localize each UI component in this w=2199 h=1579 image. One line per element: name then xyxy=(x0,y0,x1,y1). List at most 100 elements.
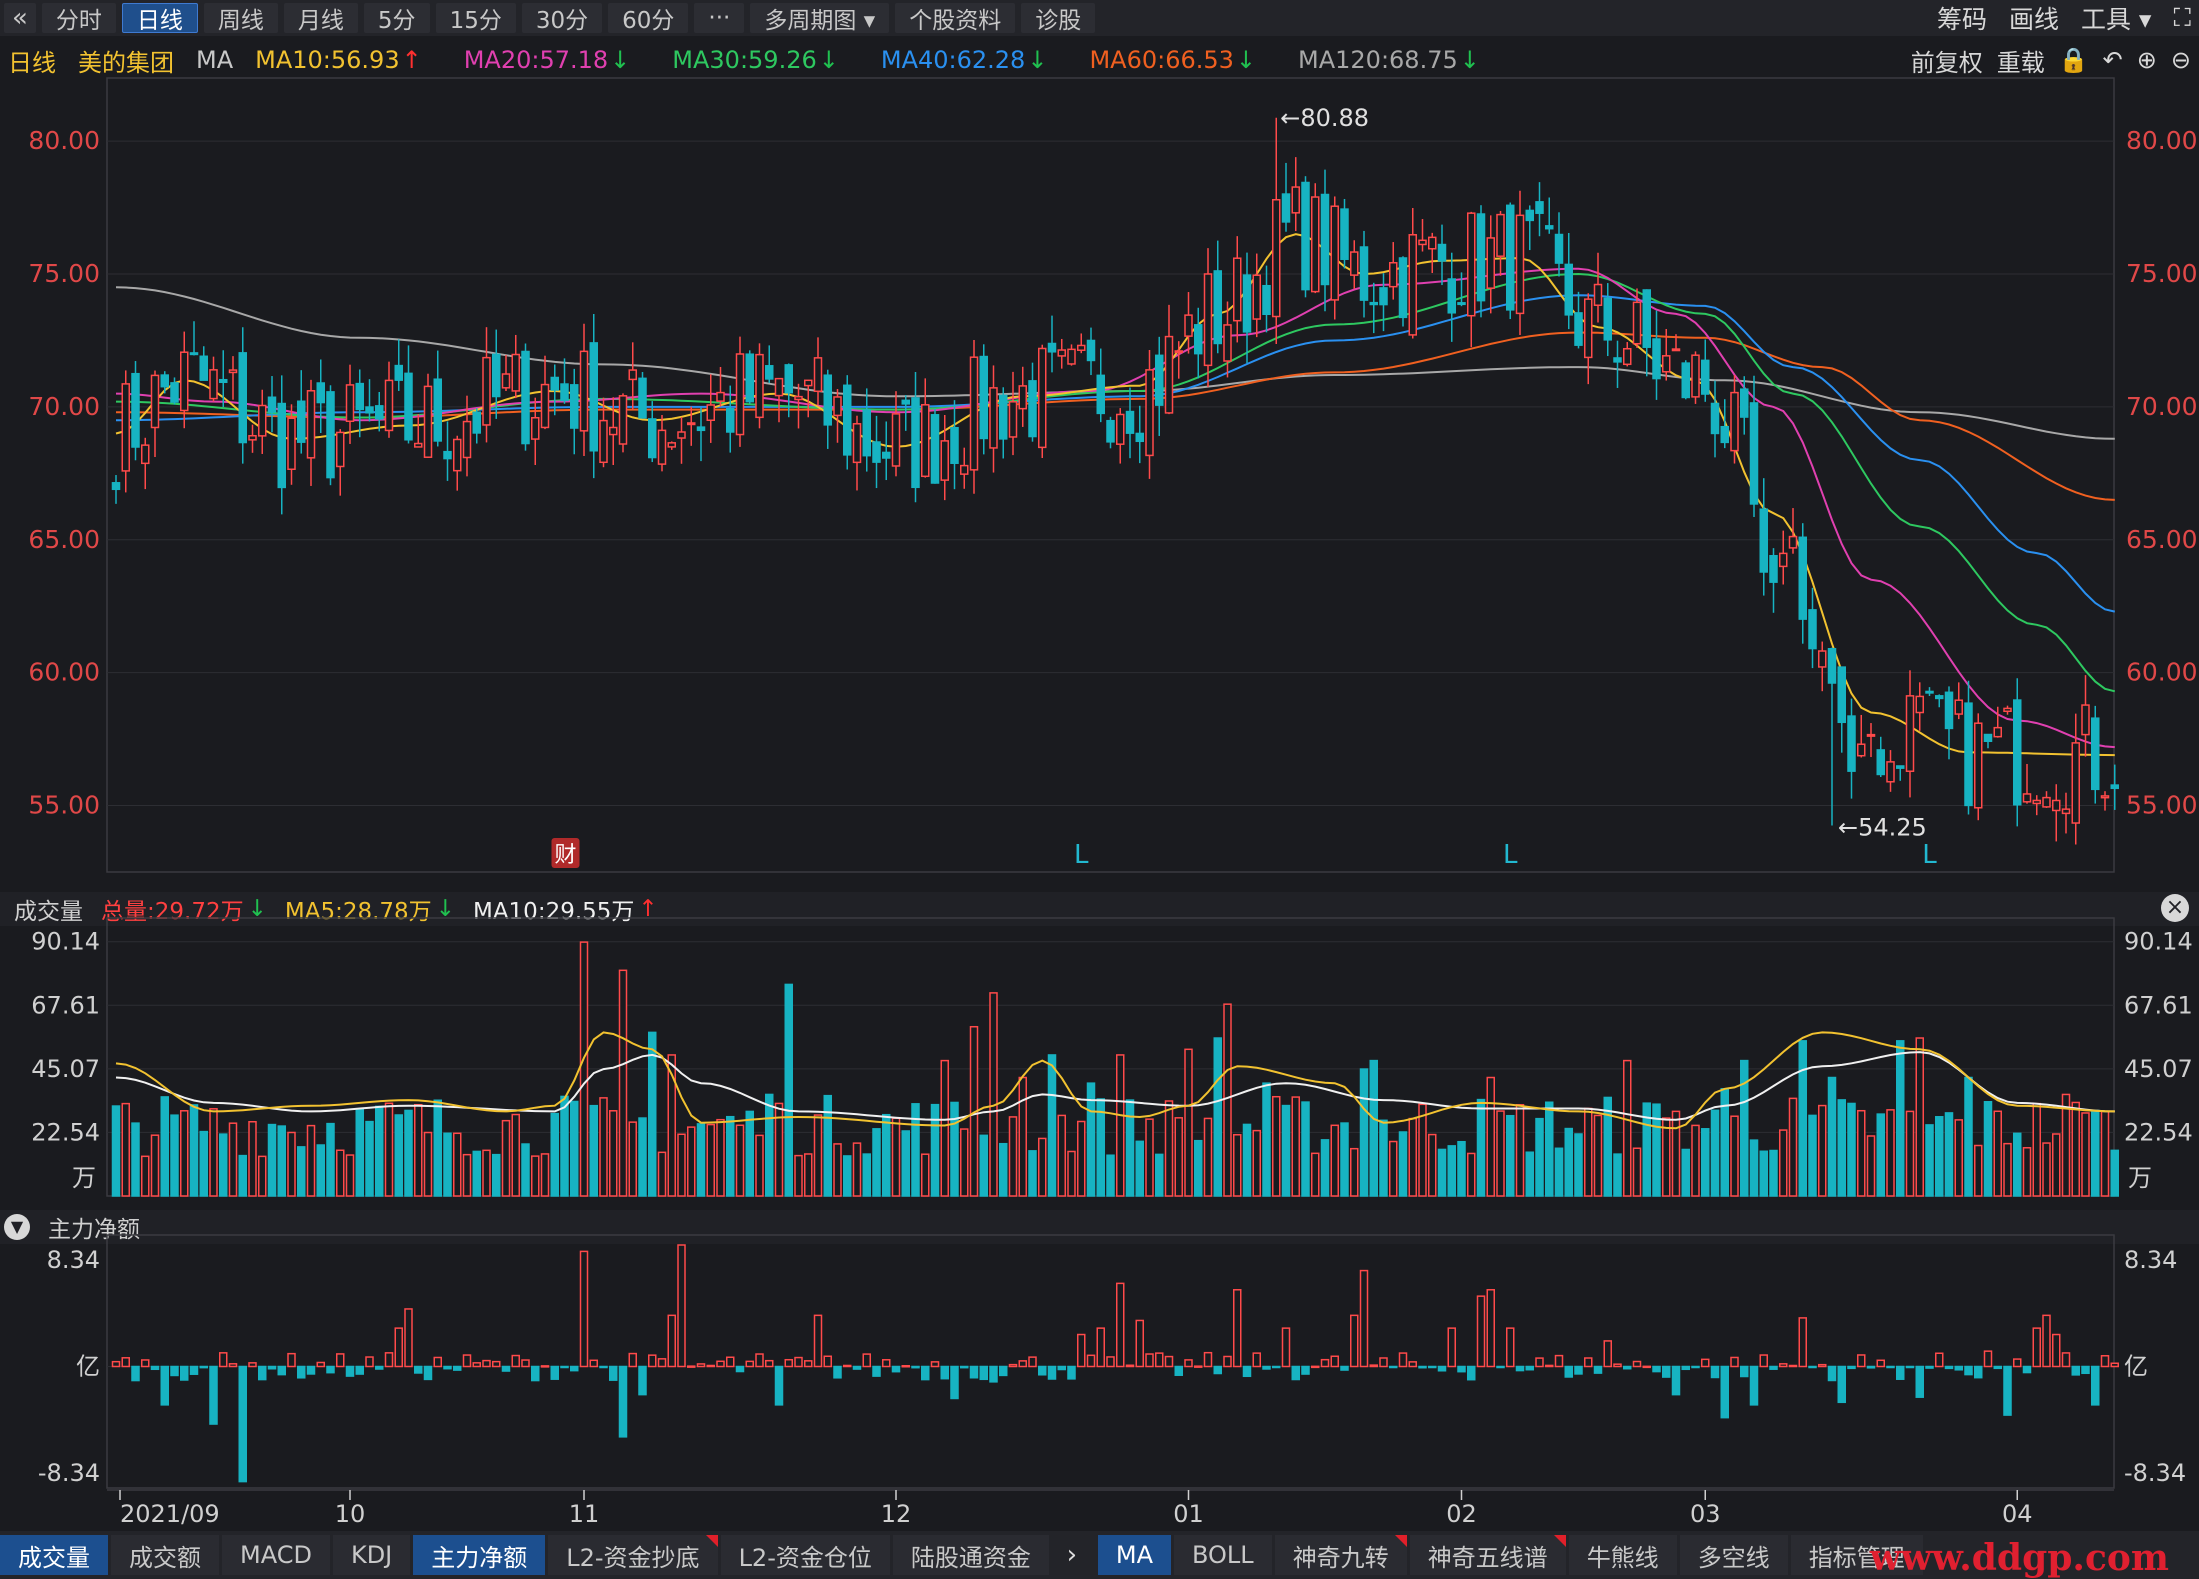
chart-control-0[interactable]: 前复权 xyxy=(1910,48,1983,77)
volume-bar xyxy=(765,1093,774,1197)
candle-body xyxy=(882,451,891,459)
period-tab-2[interactable]: 周线 xyxy=(203,3,278,34)
volume-tick-label-right: 45.07 xyxy=(2124,1055,2193,1083)
indicator-tab-tabs-right-1[interactable]: BOLL xyxy=(1174,1535,1272,1575)
volume-bar xyxy=(882,1113,891,1197)
back-icon[interactable]: « xyxy=(4,3,36,33)
close-icon[interactable]: × xyxy=(2161,894,2189,922)
volume-bar xyxy=(950,1101,959,1197)
period-tab-3[interactable]: 月线 xyxy=(283,3,358,34)
period-tab-10[interactable]: 个股资料 xyxy=(895,3,1016,34)
indicator-tab-tabs-left-2[interactable]: MACD xyxy=(222,1535,330,1575)
x-tick-label: 12 xyxy=(881,1500,912,1528)
volume-bar xyxy=(1428,1133,1437,1197)
volume-bar xyxy=(823,1094,832,1197)
signal-marker[interactable]: L xyxy=(1503,840,1518,870)
flow-bar xyxy=(677,1244,686,1368)
flow-bar xyxy=(1408,1361,1417,1368)
chart-control-3[interactable]: ↶ xyxy=(2102,46,2123,74)
flow-bar xyxy=(1320,1358,1330,1368)
chart-control-4[interactable]: ⊕ xyxy=(2136,46,2157,74)
flow-bar xyxy=(2100,1355,2110,1368)
candle-body xyxy=(2022,793,2032,803)
toolbar-tool-0[interactable]: 筹码 xyxy=(1936,5,1987,34)
flow-bar xyxy=(160,1365,169,1406)
indicator-tab-tabs-right-4[interactable]: 牛熊线 xyxy=(1568,1535,1677,1575)
period-tab-11[interactable]: 诊股 xyxy=(1021,3,1096,34)
candle-body xyxy=(784,364,793,394)
signal-marker[interactable]: L xyxy=(1074,840,1089,870)
chart-control-1[interactable]: 重载 xyxy=(1996,48,2045,77)
volume-bar xyxy=(1652,1103,1661,1197)
price-tick-label-right: 80.00 xyxy=(2126,126,2198,155)
flow-bar xyxy=(1057,1365,1066,1371)
collapse-icon[interactable]: ▼ xyxy=(4,1214,30,1240)
indicator-tab-tabs-left-4[interactable]: 主力净额 xyxy=(413,1535,546,1575)
period-tab-6[interactable]: 30分 xyxy=(521,3,603,34)
volume-bar xyxy=(433,1099,442,1197)
volume-bar xyxy=(589,1104,598,1197)
candle-body xyxy=(170,382,179,403)
volume-bar xyxy=(940,1059,949,1197)
indicator-tab-tabs-left-3[interactable]: KDJ xyxy=(332,1535,411,1575)
indicator-tab-tabs-left-7[interactable]: 陆股通资金 xyxy=(892,1535,1049,1575)
volume-bar xyxy=(1125,1099,1135,1197)
candle-body xyxy=(1691,354,1700,398)
indicator-tab-tabs-left-6[interactable]: L2-资金仓位 xyxy=(720,1535,890,1575)
period-tab-9[interactable]: 多周期图 ▾ xyxy=(750,3,890,34)
chart-control-2[interactable]: 🔒 xyxy=(2058,46,2089,74)
signal-marker[interactable]: L xyxy=(1922,840,1937,870)
volume-bar xyxy=(687,1126,696,1197)
toolbar-tool-1[interactable]: 画线 xyxy=(2008,5,2059,34)
volume-bar xyxy=(453,1132,462,1197)
period-tab-1[interactable]: 日线 xyxy=(121,3,198,34)
volume-bar xyxy=(1886,1109,1895,1197)
period-tab-7[interactable]: 60分 xyxy=(608,3,689,34)
candle-body xyxy=(891,413,901,467)
candle-body xyxy=(921,404,930,478)
candle-body xyxy=(1018,385,1027,410)
toolbar-tool-3[interactable]: ⛶ xyxy=(2173,3,2191,32)
period-tab-4[interactable]: 5分 xyxy=(363,3,430,34)
indicator-tab-tabs-right-6[interactable]: 指标管理 xyxy=(1790,1535,1923,1575)
candle-body xyxy=(1350,251,1359,276)
period-tab-5[interactable]: 15分 xyxy=(435,3,516,34)
volume-bar xyxy=(891,1117,901,1197)
volume-bar xyxy=(1818,1104,1827,1197)
flow-bar xyxy=(501,1365,511,1372)
indicator-tab-tabs-left-1[interactable]: 成交额 xyxy=(111,1535,219,1575)
indicator-tab-tabs-left-0[interactable]: 成交量 xyxy=(0,1535,108,1575)
indicator-tab-tabs-right-5[interactable]: 多空线 xyxy=(1679,1535,1788,1575)
up-arrow-icon: ↑ xyxy=(401,46,422,74)
flow-bar xyxy=(1574,1365,1583,1375)
indicator-tab-tabs-right-0[interactable]: MA xyxy=(1097,1535,1171,1575)
indicator-tab-tabs-left-5[interactable]: L2-资金抄底 xyxy=(548,1535,718,1575)
volume-bar xyxy=(1135,1140,1144,1197)
candle-body xyxy=(1720,425,1729,444)
flow-bar xyxy=(1389,1365,1398,1369)
flow-bar xyxy=(599,1365,608,1369)
flow-bar xyxy=(219,1352,228,1368)
candle-body xyxy=(453,438,462,472)
indicator-tab-tabs-right-2[interactable]: 神奇九转 xyxy=(1274,1535,1407,1575)
chevron-right-icon[interactable]: › xyxy=(1066,1540,1078,1570)
period-tab-0[interactable]: 分时 xyxy=(41,3,116,34)
candle-body xyxy=(355,382,364,411)
indicator-tab-tabs-right-3[interactable]: 神奇五线谱 xyxy=(1409,1535,1566,1575)
candle-body xyxy=(1233,257,1242,322)
flow-bar xyxy=(180,1365,189,1381)
volume-bar xyxy=(1262,1082,1271,1197)
finance-marker[interactable]: 财 xyxy=(554,843,576,868)
chart-control-5[interactable]: ⊖ xyxy=(2170,46,2191,74)
flow-bar xyxy=(1925,1365,1934,1369)
volume-bar xyxy=(1320,1139,1330,1197)
period-toolbar: « 分时 日线 周线 月线 5分 15分 30分 60分 ··· 多周期图 ▾ 个股资料 诊股 筹码画… xyxy=(0,0,2199,36)
flow-bar xyxy=(1983,1350,1993,1368)
price-tick-label-right: 70.00 xyxy=(2126,392,2198,421)
volume-bar xyxy=(1242,1123,1252,1197)
toolbar-tool-2[interactable]: 工具 ▾ xyxy=(2080,5,2152,34)
candle-body xyxy=(1408,234,1417,336)
period-tab-8[interactable]: ··· xyxy=(694,3,745,33)
candle-body xyxy=(1311,196,1320,293)
stock-chart[interactable]: 80.00 80.00 75.00 75.00 70.00 70.00 65.00 65.00… xyxy=(0,0,2199,1531)
